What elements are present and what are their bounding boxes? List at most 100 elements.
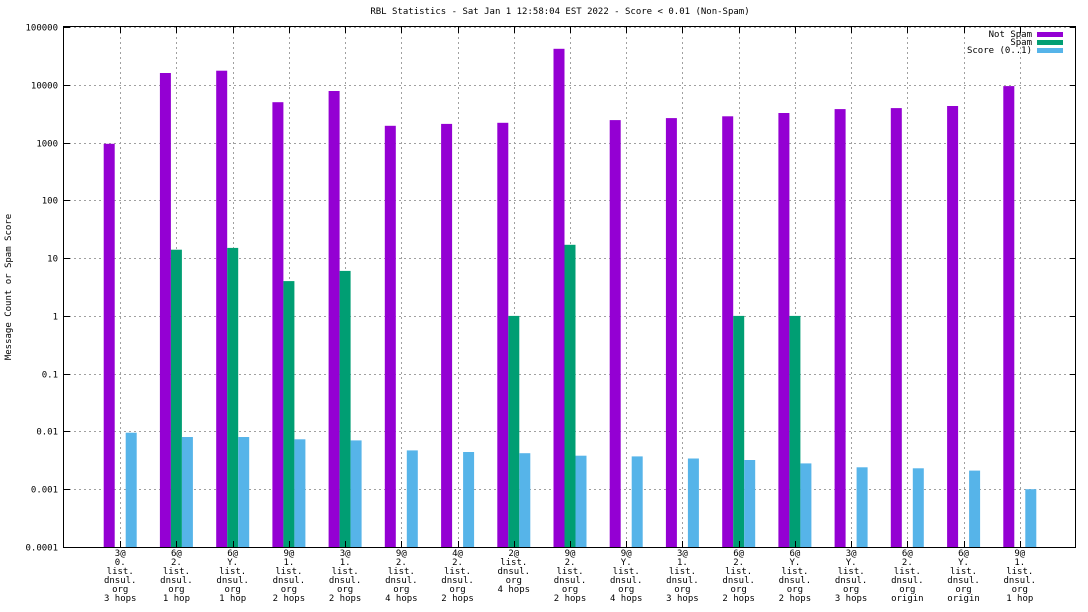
x-tick-label: 3@ 1. list. dnsul. org 2 hops <box>329 549 362 604</box>
x-tick-label-line: list. <box>163 567 190 577</box>
bar-spam <box>789 315 801 547</box>
x-tick-label-line: 2. <box>733 558 744 568</box>
x-tick-label-line: org <box>506 576 522 586</box>
x-tick-label-line: list. <box>1006 567 1033 577</box>
x-tick-label-line: 2 hops <box>779 594 812 604</box>
x-tick-label-line: 4@ <box>452 549 463 559</box>
x-tick-label-line: dnsul. <box>104 576 137 586</box>
x-tick-label-line: 4 hops <box>610 594 643 604</box>
x-tick-label-line: 1 hop <box>219 594 246 604</box>
bar-not-spam <box>722 116 734 548</box>
x-tick-label-line: 2. <box>565 558 576 568</box>
x-tick-label-line: Y. <box>846 558 857 568</box>
x-tick-label: 4@ 2. list. dnsul. org 2 hops <box>441 549 474 604</box>
x-tick-label: 9@ 2. list. dnsul. org 2 hops <box>554 549 587 604</box>
x-tick-label-line: list. <box>444 567 471 577</box>
x-tick-label-line: dnsul. <box>554 576 587 586</box>
x-tick-label-line: 9@ <box>283 549 294 559</box>
x-tick-label-line: list. <box>838 567 865 577</box>
x-tick-label-line: 1. <box>340 558 351 568</box>
x-tick-label-line: Y. <box>227 558 238 568</box>
x-tick-label: 9@ 1. list. dnsul. org 1 hop <box>1004 549 1037 604</box>
x-tick-label-line: Y. <box>958 558 969 568</box>
x-tick-label: 6@ Y. list. dnsul. org origin <box>947 549 980 604</box>
x-tick-label-line: list. <box>613 567 640 577</box>
x-tick-label-line: org <box>1012 585 1028 595</box>
y-tick-label: 10000 <box>31 82 58 92</box>
x-tick-label-line: 2. <box>171 558 182 568</box>
x-tick-label-line: 1. <box>677 558 688 568</box>
x-tick-label-line: 0. <box>115 558 126 568</box>
bar-spam <box>733 315 745 547</box>
x-tick-label-line: dnsul. <box>329 576 362 586</box>
x-tick-label-line: dnsul. <box>498 567 531 577</box>
plot-frame <box>63 26 1076 548</box>
x-tick-label-line: 3@ <box>115 549 126 559</box>
x-tick-label-line: 3@ <box>846 549 857 559</box>
x-tick-label-line: 2 hops <box>722 594 755 604</box>
x-tick-label-line: org <box>225 585 241 595</box>
x-tick-label-line: list. <box>219 567 246 577</box>
bar-spam <box>508 315 520 547</box>
x-tick-label: 9@ 2. list. dnsul. org 4 hops <box>385 549 418 604</box>
x-tick-label-line: list. <box>781 567 808 577</box>
x-tick-label-line: 9@ <box>621 549 632 559</box>
x-tick-label-line: 2. <box>902 558 913 568</box>
x-tick-label-line: 1 hop <box>163 594 190 604</box>
chart-title: RBL Statistics - Sat Jan 1 12:58:04 EST … <box>370 7 749 17</box>
x-tick-label-line: 2. <box>396 558 407 568</box>
bar-not-spam <box>890 108 902 547</box>
x-tick-label-line: dnsul. <box>947 576 980 586</box>
bar-not-spam <box>947 106 959 547</box>
y-tick-label: 0.1 <box>42 371 58 381</box>
x-tick-label: 2@ list. dnsul. org 4 hops <box>498 549 531 595</box>
x-tick-label-line: org <box>674 585 690 595</box>
x-tick-label-line: 2@ <box>508 549 519 559</box>
x-tick-label-line: org <box>562 585 578 595</box>
x-tick-label-line: list. <box>388 567 415 577</box>
x-tick-label-line: list. <box>332 567 359 577</box>
x-tick-label-line: 9@ <box>565 549 576 559</box>
x-tick-label-line: 1. <box>283 558 294 568</box>
x-tick-label: 9@ 1. list. dnsul. org 2 hops <box>273 549 306 604</box>
bar-score-0-1 <box>631 456 643 547</box>
y-tick-label: 0.01 <box>36 428 58 438</box>
x-tick-label: 6@ Y. list. dnsul. org 2 hops <box>779 549 812 604</box>
y-tick-label: 0.0001 <box>25 544 58 554</box>
x-tick-label-line: org <box>449 585 465 595</box>
x-tick-label-line: list. <box>107 567 134 577</box>
y-tick-label: 0.001 <box>31 486 58 496</box>
x-tick-label-line: dnsul. <box>610 576 643 586</box>
x-tick-label-line: 2. <box>452 558 463 568</box>
x-tick-label-line: 3 hops <box>666 594 699 604</box>
x-tick-label-line: origin <box>891 594 924 604</box>
x-tick-label-line: origin <box>947 594 980 604</box>
bar-spam <box>564 244 576 548</box>
bar-score-0-1 <box>912 468 924 547</box>
bar-not-spam <box>384 125 396 548</box>
x-tick-label-line: 2 hops <box>273 594 306 604</box>
x-tick-label: 6@ 2. list. dnsul. org 2 hops <box>722 549 755 604</box>
bar-not-spam <box>159 73 171 547</box>
bar-score-0-1 <box>856 467 868 547</box>
x-tick-label-line: 6@ <box>902 549 913 559</box>
bar-not-spam <box>834 109 846 547</box>
y-tick-label: 100 <box>42 197 58 207</box>
x-tick-label-line: dnsul. <box>1004 576 1037 586</box>
x-tick-label-line: org <box>393 585 409 595</box>
x-tick-label-line: 9@ <box>396 549 407 559</box>
x-tick-label-line: org <box>281 585 297 595</box>
bar-not-spam <box>497 122 509 548</box>
bar-not-spam <box>441 123 453 548</box>
x-tick-label-line: org <box>112 585 128 595</box>
bar-score-0-1 <box>463 452 475 547</box>
x-tick-label: 6@ 2. list. dnsul. org 1 hop <box>160 549 193 604</box>
x-tick-label-line: dnsul. <box>891 576 924 586</box>
x-tick-label-line: Y. <box>789 558 800 568</box>
bar-score-0-1 <box>969 470 981 547</box>
x-tick-label-line: org <box>787 585 803 595</box>
x-tick-label-line: dnsul. <box>385 576 418 586</box>
x-tick-label-line: 2 hops <box>329 594 362 604</box>
bar-score-0-1 <box>294 439 306 547</box>
